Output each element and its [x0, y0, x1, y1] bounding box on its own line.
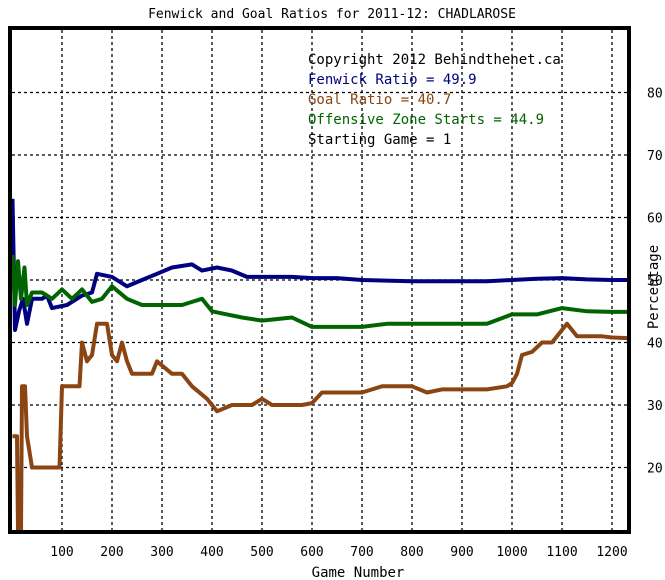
series-line-goal-ratio: [12, 321, 628, 532]
x-axis-label: Game Number: [312, 565, 405, 580]
x-tick-label: 1100: [546, 545, 577, 560]
legend-entry: Goal Ratio = 40.7: [308, 92, 451, 108]
x-tick-label: 500: [250, 545, 273, 560]
x-tick-label: 600: [300, 545, 323, 560]
y-tick-label: 30: [647, 399, 663, 414]
y-tick-label: 50: [647, 274, 663, 289]
series-lines: [10, 198, 628, 532]
y-tick-label: 80: [647, 87, 663, 102]
x-tick-label: 1200: [596, 545, 627, 560]
x-axis-ticks: 100 200 300 400 500 600 700 800 900 1000 1100 1200: [50, 545, 627, 560]
legend-entry: Starting Game = 1: [308, 132, 451, 148]
series-line-offensive-zone-starts: [10, 254, 627, 329]
y-axis-ticks: 20 30 40 50 60 70 80: [647, 87, 663, 477]
x-tick-label: 400: [200, 545, 223, 560]
series-line-fenwick-ratio: [10, 198, 627, 332]
y-tick-label: 40: [647, 337, 663, 352]
chart-title: Fenwick and Goal Ratios for 2011-12: CHA…: [148, 7, 516, 22]
x-tick-label: 300: [150, 545, 173, 560]
x-tick-label: 1000: [496, 545, 527, 560]
y-tick-label: 70: [647, 149, 663, 164]
legend: Copyright 2012 Behindthenet.ca Fenwick Ra…: [308, 52, 561, 148]
y-axis-label: Percentage: [646, 245, 662, 329]
x-tick-label: 200: [100, 545, 123, 560]
y-tick-label: 60: [647, 212, 663, 227]
legend-entry: Copyright 2012 Behindthenet.ca: [308, 52, 561, 68]
legend-entry: Fenwick Ratio = 49.9: [308, 72, 477, 88]
x-tick-label: 100: [50, 545, 73, 560]
x-tick-label: 700: [350, 545, 373, 560]
legend-entry: Offensive Zone Starts = 44.9: [308, 112, 544, 128]
plot-frame: [8, 26, 631, 534]
y-tick-label: 20: [647, 462, 663, 477]
x-tick-label: 900: [450, 545, 473, 560]
x-tick-label: 800: [400, 545, 423, 560]
